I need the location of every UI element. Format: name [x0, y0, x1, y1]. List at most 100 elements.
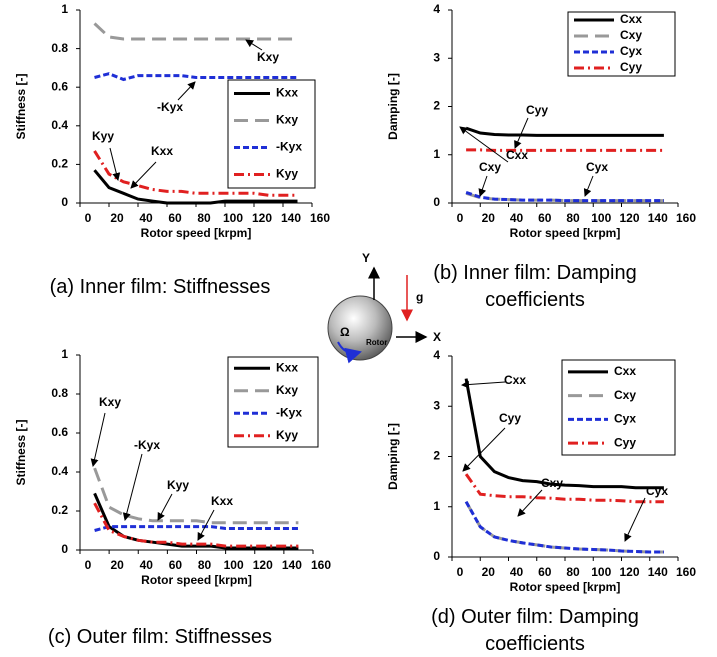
y-axis-title: Stiffness [-] [14, 73, 28, 139]
x-tick-label: 120 [619, 211, 639, 225]
y-tick-label: 0.8 [51, 41, 68, 55]
rotation-arrow [337, 341, 362, 364]
annotation: Kxy [257, 50, 279, 64]
annotation: Cxy [479, 160, 501, 174]
legend-label: Kxx [276, 360, 298, 374]
annotation: -Kyx [157, 100, 183, 114]
x-tick-label: 80 [197, 211, 211, 225]
y-tick-label: 0.4 [51, 118, 68, 132]
annotation: Kxx [151, 144, 173, 158]
legend-label: Cxx [614, 364, 636, 378]
legend-box [561, 359, 676, 456]
y-tick-label: 3 [433, 50, 440, 64]
y-tick-label: 0 [61, 195, 68, 209]
legend-box [227, 356, 319, 448]
line-series [466, 148, 664, 152]
annotation-arrow [122, 453, 143, 521]
line-series [93, 492, 299, 550]
y-tick-label: 0.2 [51, 503, 68, 517]
legend-label: Cxx [620, 12, 642, 26]
y-tick-label: 4 [433, 2, 440, 16]
caption: (a) Inner film: Stiffnesses [49, 276, 271, 298]
annotation: Cyy [526, 103, 548, 117]
x-tick-label: 60 [168, 211, 182, 225]
x-tick-label: 40 [510, 211, 524, 225]
y-tick-label: 0.6 [51, 79, 68, 93]
diagram-label: Rotor [366, 338, 387, 347]
annotation-arrow [90, 412, 106, 467]
legend-label: Cyy [614, 435, 636, 449]
y-tick-label: 0.6 [51, 425, 68, 439]
line-series [93, 467, 299, 525]
x-tick-label: 60 [169, 558, 183, 572]
x-axis-title: Rotor speed [krpm] [141, 573, 252, 587]
legend-label: -Kyx [276, 405, 302, 419]
annotation-arrow [130, 161, 157, 189]
legend-label: -Kyx [276, 140, 302, 154]
diagram-label: Ω [340, 325, 350, 339]
x-axis-title: Rotor speed [krpm] [141, 226, 252, 240]
x-tick-label: 60 [538, 565, 552, 579]
x-tick-label: 160 [311, 558, 331, 572]
x-tick-label: 40 [139, 211, 153, 225]
x-tick-label: 120 [619, 565, 639, 579]
annotation-arrow [245, 39, 263, 51]
legend-label: Kyy [276, 167, 298, 181]
legend-label: Cxy [614, 388, 636, 402]
x-tick-label: 80 [198, 558, 212, 572]
caption: (c) Outer film: Stiffnesses [47, 626, 273, 648]
legend-label: Kxy [276, 113, 298, 127]
x-tick-label: 140 [648, 565, 668, 579]
x-tick-label: 80 [566, 565, 580, 579]
x-tick-label: 140 [648, 211, 668, 225]
x-tick-label: 100 [224, 558, 244, 572]
x-tick-label: 80 [566, 211, 580, 225]
y-axis-title: Damping [-] [386, 423, 400, 490]
line-series [464, 500, 664, 554]
x-tick-label: 0 [85, 558, 92, 572]
x-tick-label: 100 [223, 211, 243, 225]
x-tick-label: 120 [252, 211, 272, 225]
line-series [93, 502, 299, 548]
x-tick-label: 20 [110, 211, 124, 225]
annotation-arrow [109, 147, 121, 181]
x-tick-label: 120 [253, 558, 273, 572]
x-tick-label: 20 [482, 565, 496, 579]
y-tick-label: 1 [61, 347, 68, 361]
legend-label: Cyx [620, 44, 642, 58]
legend-box [567, 11, 676, 77]
legend-label: Cyy [620, 60, 642, 74]
rotor [327, 295, 393, 361]
x-tick-label: 60 [538, 211, 552, 225]
annotation: Cyy [499, 411, 521, 425]
line-series [93, 150, 298, 197]
annotation-arrow [583, 175, 594, 197]
y-tick-label: 0 [61, 542, 68, 556]
y-tick-label: 1 [433, 147, 440, 161]
line-series [465, 191, 664, 203]
x-tick-label: 160 [676, 565, 696, 579]
annotation-arrow [177, 81, 196, 101]
annotation-arrow [517, 489, 543, 517]
y-axis-title: Damping [-] [386, 73, 400, 140]
legend-label: Kxx [276, 86, 298, 100]
x-tick-label: 40 [510, 565, 524, 579]
legend-label: Kxy [276, 383, 298, 397]
annotation: Kxy [99, 395, 121, 409]
y-axis-title: Stiffness [-] [14, 419, 28, 485]
annotation: Cxy [541, 476, 563, 490]
y-tick-label: 0 [433, 195, 440, 209]
line-series [465, 190, 664, 203]
caption: (d) Outer film: Damping coefficients [431, 606, 639, 655]
line-series [93, 169, 298, 205]
y-tick-label: 2 [433, 99, 440, 113]
y-tick-label: 2 [433, 449, 440, 463]
diagram-label: X [433, 330, 441, 344]
x-tick-label: 0 [457, 211, 464, 225]
x-tick-label: 0 [457, 565, 464, 579]
annotation-arrow [461, 380, 506, 389]
annotation-arrow [624, 497, 646, 542]
annotation: Cyx [646, 484, 668, 498]
line-series [465, 126, 664, 137]
